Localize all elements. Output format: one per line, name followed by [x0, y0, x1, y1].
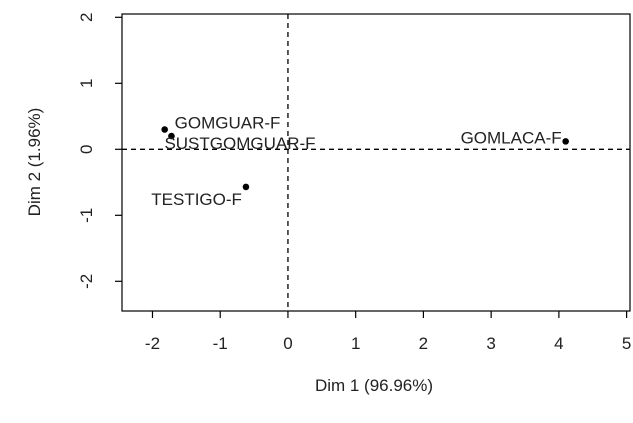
- x-tick-label: 1: [351, 334, 360, 353]
- point-label: TESTIGO-F: [151, 190, 242, 209]
- x-tick-label: 5: [622, 334, 631, 353]
- y-axis-title: Dim 2 (1.96%): [25, 108, 44, 217]
- data-point: [161, 126, 168, 133]
- data-point: [242, 183, 250, 191]
- y-tick-label: -2: [77, 274, 96, 289]
- y-tick-label: -1: [77, 208, 96, 223]
- point-label: GOMLACA-F: [461, 128, 562, 147]
- point-label: SUSTGOMGUAR-F: [164, 134, 315, 153]
- x-tick-label: 3: [486, 334, 495, 353]
- x-axis: -2 -1 0 1 2 3 4 5: [145, 311, 631, 353]
- x-tick-label: 2: [419, 334, 428, 353]
- y-tick-label: 0: [77, 145, 96, 154]
- x-tick-label: 0: [283, 334, 292, 353]
- point-label: GOMGUAR-F: [175, 114, 281, 133]
- data-point: [168, 132, 175, 140]
- x-axis-title: Dim 1 (96.96%): [315, 376, 433, 395]
- y-axis: 2 1 0 -1 -2: [77, 13, 122, 289]
- y-tick-label: 1: [77, 79, 96, 88]
- x-tick-label: -2: [145, 334, 160, 353]
- data-point: [562, 138, 569, 145]
- plot-frame: [121, 13, 631, 312]
- y-tick-label: 2: [77, 13, 96, 22]
- x-tick-label: 4: [554, 334, 563, 353]
- x-tick-label: -1: [213, 334, 228, 353]
